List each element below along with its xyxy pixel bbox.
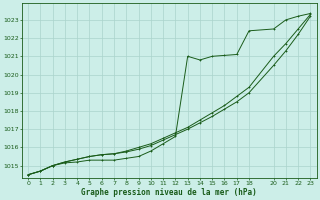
X-axis label: Graphe pression niveau de la mer (hPa): Graphe pression niveau de la mer (hPa) bbox=[81, 188, 257, 197]
